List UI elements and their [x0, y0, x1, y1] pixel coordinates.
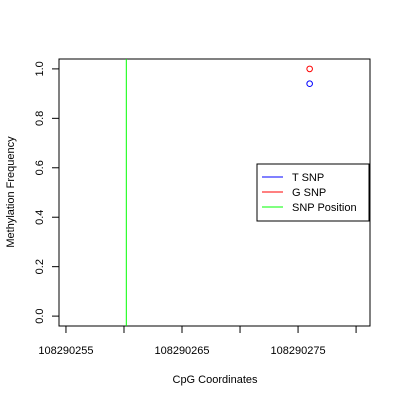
x-tick-label: 108290265 [154, 345, 209, 357]
x-tick-label: 108290255 [38, 345, 93, 357]
y-tick-label: 0.4 [34, 210, 46, 225]
data-points [306, 65, 313, 88]
data-point [306, 80, 313, 88]
y-tick-label: 0.8 [34, 111, 46, 126]
y-axis: 0.0 0.2 0.4 0.6 0.8 1.0 [34, 61, 60, 324]
legend-label: T SNP [292, 172, 324, 184]
y-axis-title: Methylation Frequency [5, 136, 17, 248]
data-point [306, 65, 313, 73]
y-tick-label: 0.0 [34, 308, 46, 323]
legend-label: G SNP [292, 187, 326, 199]
x-axis-title: CpG Coordinates [173, 374, 258, 386]
legend-label: SNP Position [292, 202, 357, 214]
x-tick-label: 108290275 [271, 345, 326, 357]
y-tick-label: 0.2 [34, 259, 46, 274]
y-tick-label: 0.6 [34, 160, 46, 175]
x-axis: 108290255 108290265 108290275 [38, 325, 357, 357]
y-tick-label: 1.0 [34, 61, 46, 76]
legend: T SNP G SNP SNP Position [256, 163, 370, 222]
